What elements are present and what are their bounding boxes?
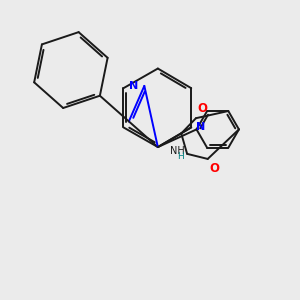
Text: H: H: [177, 152, 184, 161]
Text: O: O: [209, 162, 219, 175]
Text: N: N: [196, 122, 205, 132]
Text: O: O: [197, 102, 207, 115]
Text: N: N: [129, 81, 138, 91]
Text: NH: NH: [170, 146, 184, 156]
